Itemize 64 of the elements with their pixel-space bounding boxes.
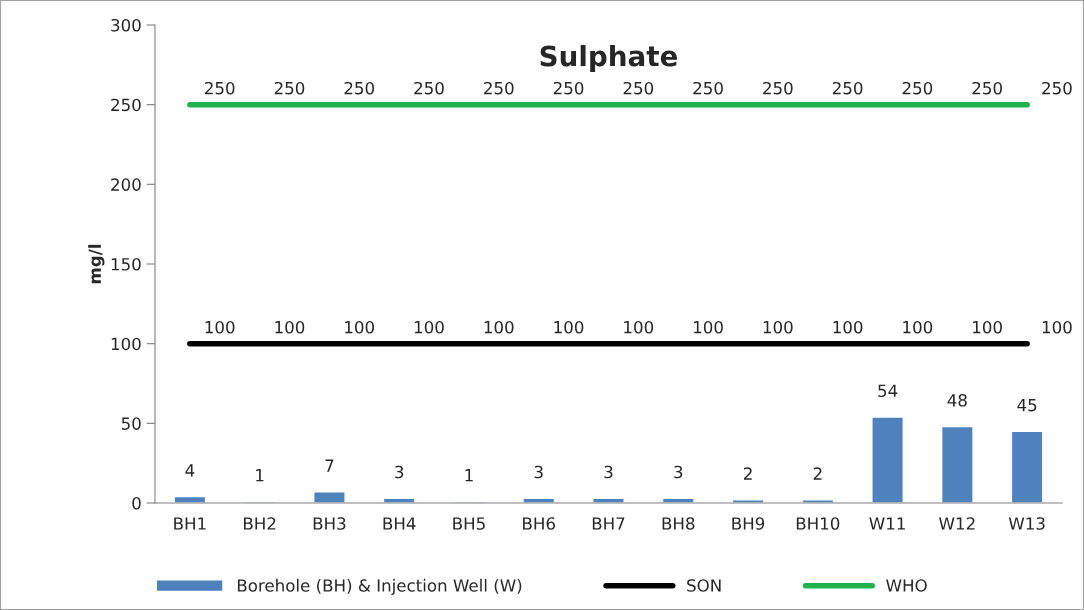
data-label: 3 xyxy=(674,465,683,479)
data-label: 4 xyxy=(185,464,195,477)
legend-label: SON xyxy=(687,579,721,592)
x-tick-label: BH4 xyxy=(383,517,416,530)
x-tick-label: BH8 xyxy=(662,517,695,530)
data-label: 250 xyxy=(902,81,933,95)
x-tick-label: W11 xyxy=(869,517,905,530)
data-label: 250 xyxy=(344,81,375,95)
data-label: 100 xyxy=(275,320,305,334)
data-label: 100 xyxy=(763,320,793,334)
data-label: 100 xyxy=(693,320,723,334)
text: Sulphate xyxy=(540,45,678,72)
data-label: 2 xyxy=(813,467,822,480)
data-label: 250 xyxy=(1042,81,1072,95)
data-label: 250 xyxy=(832,81,863,95)
data-label: 3 xyxy=(395,465,404,479)
data-label: 250 xyxy=(693,81,723,95)
data-label: 100 xyxy=(973,320,1002,334)
x-tick-label: BH10 xyxy=(796,517,840,530)
data-label: 250 xyxy=(972,81,1002,95)
x-tick-label: BH6 xyxy=(523,517,555,530)
data-label: 100 xyxy=(414,320,444,334)
data-label: 1 xyxy=(465,469,473,482)
legend-label: WHO xyxy=(886,579,927,592)
x-tick-label: BH1 xyxy=(174,517,206,530)
data-label: 250 xyxy=(414,81,444,95)
data-label: 100 xyxy=(1042,320,1072,334)
data-label: 100 xyxy=(205,320,235,334)
data-label: 250 xyxy=(763,81,793,95)
data-label: 1 xyxy=(256,469,264,482)
legend-label: Borehole (BH) & Injection Well (W) xyxy=(237,578,522,595)
y-tick-label: 200 xyxy=(111,178,141,191)
data-label: 100 xyxy=(554,320,584,334)
data-label: 250 xyxy=(553,81,584,95)
y-tick-label: 250 xyxy=(111,98,141,112)
data-label: 250 xyxy=(623,81,654,95)
data-label: 250 xyxy=(204,81,235,95)
y-tick-label: 300 xyxy=(111,18,141,32)
data-label: 100 xyxy=(903,320,933,334)
data-label: 54 xyxy=(878,384,898,398)
y-tick-label: 150 xyxy=(111,257,141,271)
x-tick-label: BH7 xyxy=(592,517,625,530)
y-axis-title: mg/l xyxy=(88,244,105,284)
x-tick-label: BH3 xyxy=(313,517,346,530)
data-label: 7 xyxy=(325,459,334,472)
data-label: 100 xyxy=(624,320,654,334)
data-label: 3 xyxy=(534,465,543,479)
data-label: 48 xyxy=(947,394,967,407)
data-label: 100 xyxy=(345,320,375,334)
data-label: 100 xyxy=(833,320,863,334)
y-tick-label: 0 xyxy=(132,496,141,510)
data-label: 45 xyxy=(1017,399,1037,412)
data-label: 2 xyxy=(743,467,752,480)
data-label: 3 xyxy=(604,465,613,479)
x-tick-label: W13 xyxy=(1008,517,1045,530)
y-tick-label: 50 xyxy=(121,417,141,430)
data-label: 250 xyxy=(484,81,514,95)
data-label: 100 xyxy=(484,320,514,334)
x-tick-label: BH9 xyxy=(732,517,765,530)
y-tick-label: 100 xyxy=(111,337,141,351)
x-tick-label: W12 xyxy=(939,517,975,530)
x-tick-label: BH2 xyxy=(244,517,276,530)
data-label: 250 xyxy=(274,81,305,95)
x-tick-label: BH5 xyxy=(453,517,485,530)
